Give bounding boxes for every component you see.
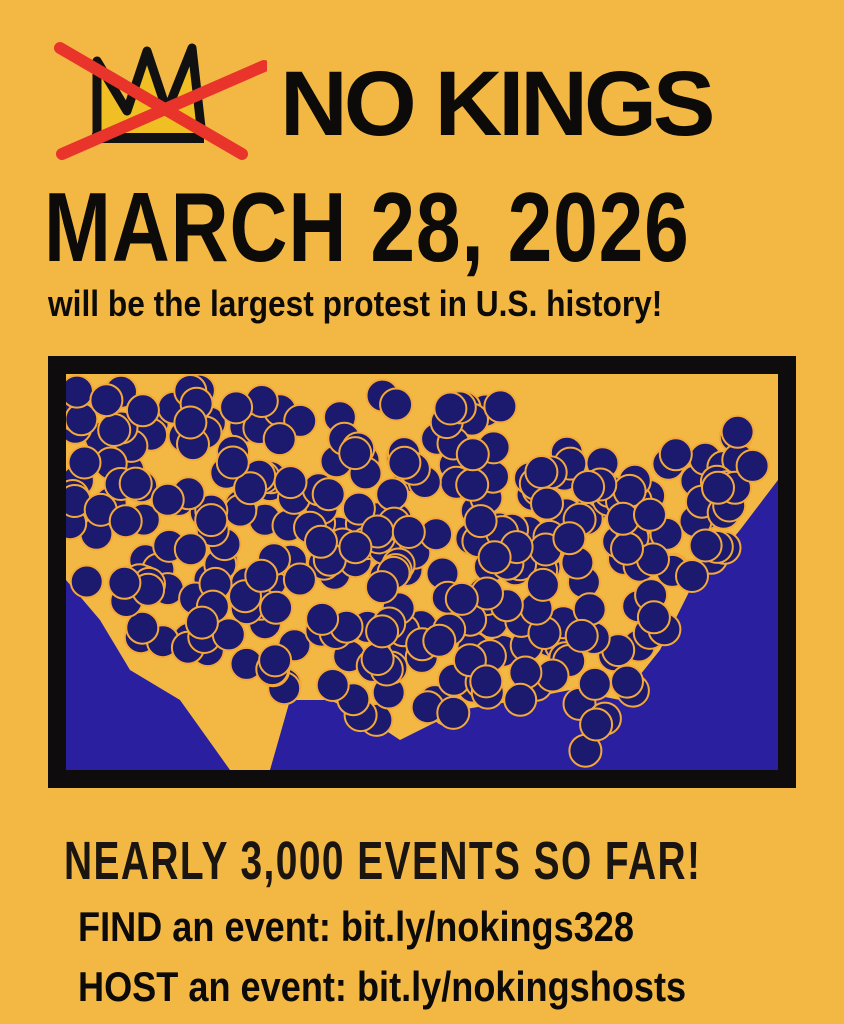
brand-title: NO KINGS — [280, 53, 715, 155]
event-dot — [107, 565, 142, 600]
event-dot — [391, 515, 426, 549]
event-dot — [675, 559, 709, 593]
event-dot — [125, 393, 160, 428]
event-dot — [311, 477, 346, 512]
event-dot — [701, 470, 735, 505]
event-dot — [610, 531, 644, 566]
event-dot — [463, 504, 498, 539]
event-dot — [375, 477, 410, 512]
event-dot — [108, 504, 143, 539]
event-dot — [69, 564, 104, 599]
event-dot — [720, 414, 755, 449]
us-map-icon — [66, 374, 778, 770]
event-dot — [67, 445, 102, 480]
host-event-link[interactable]: HOST an event: bit.ly/nokingshosts — [78, 963, 687, 1010]
event-dot — [233, 471, 268, 506]
event-dot — [387, 445, 422, 480]
event-dot — [338, 530, 373, 565]
event-dot — [564, 618, 599, 653]
event-dot — [97, 413, 132, 447]
event-dot — [173, 405, 208, 440]
event-dot — [341, 491, 376, 526]
event-dot — [571, 470, 606, 504]
event-dot — [469, 664, 504, 699]
event-dot — [194, 503, 229, 538]
event-dot — [455, 437, 490, 472]
event-dot — [433, 391, 468, 426]
event-dot — [455, 467, 490, 502]
event-dot — [577, 666, 612, 701]
event-dot — [379, 387, 414, 422]
event-dot — [150, 482, 185, 517]
event-dot — [483, 389, 518, 424]
event-dot — [304, 524, 338, 559]
event-dot — [215, 445, 250, 480]
event-dot — [579, 707, 614, 742]
event-dot — [735, 448, 770, 483]
event-map — [48, 356, 796, 788]
event-dot — [552, 521, 587, 556]
events-count: NEARLY 3,000 EVENTS SO FAR! — [64, 831, 702, 891]
event-dot — [524, 455, 559, 489]
event-dot — [118, 466, 153, 501]
event-dot — [273, 465, 308, 500]
event-dot — [244, 558, 279, 593]
event-dot — [365, 614, 400, 649]
event-dot — [436, 695, 471, 730]
event-dot — [503, 682, 538, 717]
event-dot — [525, 567, 560, 602]
event-dot — [610, 664, 644, 699]
event-dot — [636, 600, 671, 635]
event-dot — [258, 643, 293, 678]
crossed-out-crown-icon — [54, 42, 267, 160]
event-dot — [305, 601, 340, 636]
event-dot — [688, 528, 723, 563]
event-dot — [89, 383, 124, 418]
event-dot — [364, 570, 399, 605]
event-dot — [219, 390, 254, 425]
event-date: MARCH 28, 2026 — [44, 172, 690, 282]
event-dot — [125, 610, 160, 645]
event-dot — [530, 486, 564, 521]
event-dot — [259, 590, 294, 625]
event-dot — [262, 422, 297, 457]
event-dot — [338, 436, 373, 471]
event-dot — [66, 374, 94, 409]
event-dot — [477, 540, 512, 575]
event-dot — [658, 437, 693, 472]
event-dot — [315, 668, 350, 702]
event-dot — [444, 581, 479, 616]
find-event-link[interactable]: FIND an event: bit.ly/nokings328 — [78, 903, 634, 950]
event-dot — [360, 642, 395, 676]
event-dot — [422, 623, 457, 658]
event-dot — [282, 562, 317, 597]
event-dot — [633, 497, 667, 532]
event-dot — [184, 605, 219, 640]
event-dot — [173, 532, 208, 567]
event-dots — [66, 374, 770, 768]
tagline: will be the largest protest in U.S. hist… — [48, 283, 663, 324]
